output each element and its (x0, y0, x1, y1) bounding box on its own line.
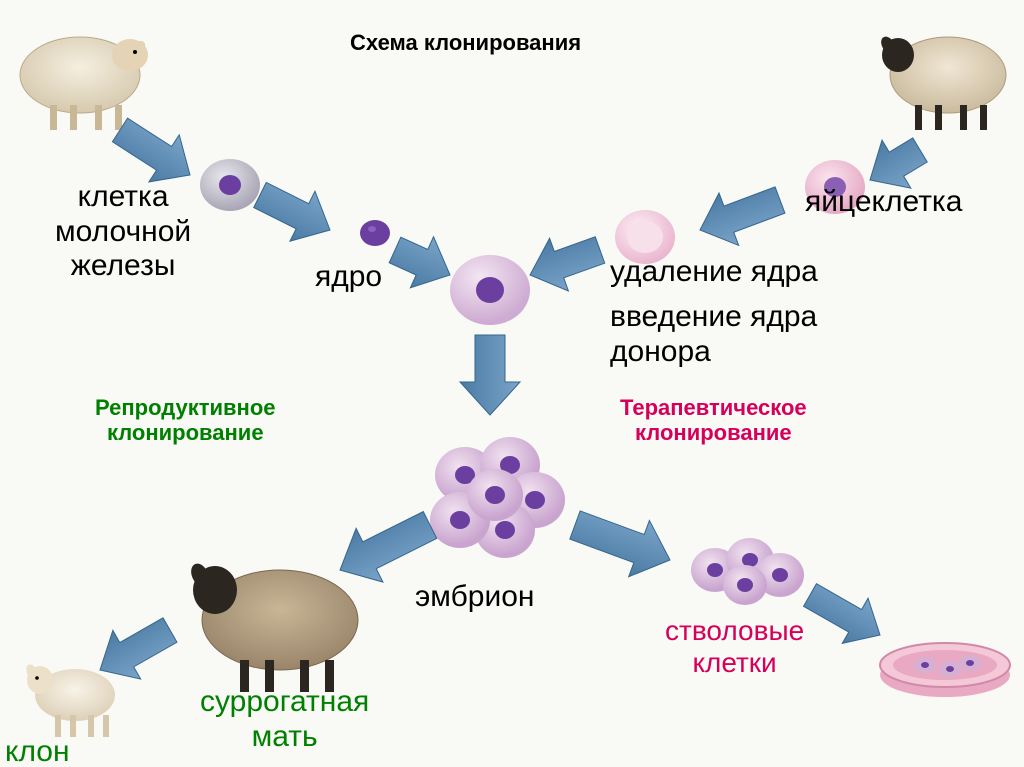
arrow-a7 (460, 335, 520, 415)
label-clone: клон (5, 735, 70, 767)
arrow-a9 (565, 497, 681, 588)
arrows-layer (0, 0, 1024, 767)
label-insert-nucleus: введение ядра донора (610, 300, 817, 369)
label-embryo: эмбрион (415, 580, 534, 615)
label-therapeutic: Терапевтическое клонирование (620, 395, 807, 446)
diagram-stage: Схема клонирования (0, 0, 1024, 767)
arrow-a3 (383, 225, 461, 301)
label-egg: яйцеклетка (805, 185, 962, 220)
arrow-a6 (521, 224, 610, 302)
label-surrogate: суррогатная мать (200, 685, 369, 754)
arrow-a11 (797, 572, 893, 657)
arrow-a5 (690, 174, 790, 256)
arrow-a2 (247, 170, 342, 255)
arrow-a10 (86, 606, 184, 695)
label-nucleus: ядро (315, 260, 382, 295)
label-remove-nucleus: удаление ядра (610, 255, 818, 290)
label-stem-cells: стволовые клетки (665, 615, 804, 679)
label-reproductive: Репродуктивное клонирование (95, 395, 276, 446)
label-mammary: клетка молочной железы (55, 180, 191, 284)
